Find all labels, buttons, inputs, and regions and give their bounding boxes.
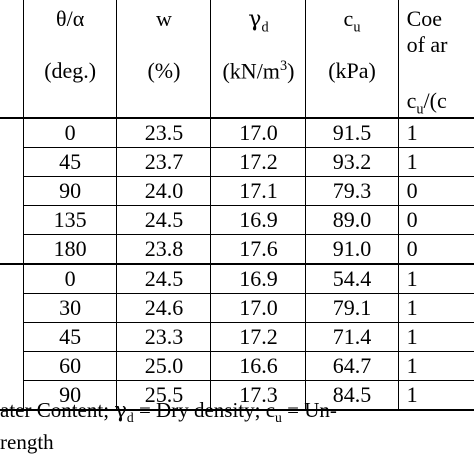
group-cell (0, 322, 24, 352)
cell-angle: 0 (23, 263, 118, 294)
cell-water-content: 24.6 (116, 293, 212, 323)
header-angle-symbol: θ/α (56, 6, 85, 31)
header-coef-line2: of ar (406, 32, 448, 57)
cell-angle: 45 (23, 147, 118, 177)
header-cell-blank (0, 0, 24, 118)
cell-coefficient: 1 (398, 351, 474, 381)
table-body: 0 23.5 17.0 91.5 1 45 23.7 17.2 93.2 1 90 24.0 17.1 7… (0, 117, 474, 411)
cell-coefficient: 0 (398, 205, 474, 235)
cell-coefficient: 1 (398, 380, 474, 411)
header-w-unit: (%) (147, 58, 181, 83)
cell-dry-density: 16.6 (210, 351, 307, 381)
group-cell (0, 263, 24, 294)
cell-coefficient: 1 (398, 322, 474, 352)
cell-dry-density: 16.9 (210, 205, 307, 235)
footnote-line-1: ater Content; γd = Dry density; cu = Un- (0, 398, 337, 426)
table-row: 0 24.5 16.9 54.4 1 (0, 263, 474, 294)
cell-coefficient: 0 (398, 234, 474, 264)
header-cell-cu: cu (kPa) (305, 0, 399, 118)
cell-water-content: 23.8 (116, 234, 212, 264)
cell-angle: 0 (23, 117, 118, 148)
cell-water-content: 25.0 (116, 351, 212, 381)
table-footnote: ater Content; γd = Dry density; cu = Un-… (0, 398, 474, 454)
table-row: 30 24.6 17.0 79.1 1 (0, 293, 474, 323)
cell-angle: 30 (23, 293, 118, 323)
cell-water-content: 25.5 (116, 380, 212, 411)
cell-dry-density: 17.2 (210, 147, 307, 177)
cell-cu: 93.2 (305, 147, 399, 177)
cell-angle: 90 (23, 176, 118, 206)
cell-cu: 79.3 (305, 176, 399, 206)
cell-coefficient: 1 (398, 117, 474, 148)
group-cell (0, 293, 24, 323)
table-row: 45 23.3 17.2 71.4 1 (0, 322, 474, 352)
cell-coefficient: 1 (398, 263, 474, 294)
cell-coefficient: 0 (398, 176, 474, 206)
header-angle-unit: (deg.) (44, 58, 97, 83)
header-coef-line1: Coe (406, 6, 443, 31)
group-cell (0, 351, 24, 381)
data-table: θ/α (deg.) w (%) γd (kN/m3) (0, 0, 474, 411)
cell-cu: 84.5 (305, 380, 399, 411)
cell-coefficient: 1 (398, 147, 474, 177)
group-cell (0, 234, 24, 264)
table-row: 90 25.5 17.3 84.5 1 (0, 380, 474, 411)
header-cell-water-content: w (%) (116, 0, 212, 118)
group-cell (0, 117, 24, 148)
header-gd-symbol: γd (248, 7, 269, 36)
header-cell-coefficient: Coe of ar cu/(c (398, 0, 474, 118)
cell-angle: 60 (23, 351, 118, 381)
group-cell (0, 205, 24, 235)
cell-coefficient: 1 (398, 293, 474, 323)
cell-cu: 91.0 (305, 234, 399, 264)
header-cu-unit: (kPa) (328, 58, 376, 83)
cell-cu: 71.4 (305, 322, 399, 352)
table-row: 60 25.0 16.6 64.7 1 (0, 351, 474, 381)
cell-angle: 90 (23, 380, 118, 411)
footnote-line-2: rength (0, 430, 54, 455)
cell-dry-density: 17.2 (210, 322, 307, 352)
cell-water-content: 23.7 (116, 147, 212, 177)
table-row: 0 23.5 17.0 91.5 1 (0, 117, 474, 148)
cell-dry-density: 17.3 (210, 380, 307, 411)
group-cell (0, 380, 24, 411)
table-row: 45 23.7 17.2 93.2 1 (0, 147, 474, 177)
cell-dry-density: 17.1 (210, 176, 307, 206)
group-cell (0, 176, 24, 206)
cell-cu: 79.1 (305, 293, 399, 323)
cell-water-content: 23.3 (116, 322, 212, 352)
table-row: 135 24.5 16.9 89.0 0 (0, 205, 474, 235)
cell-water-content: 24.5 (116, 263, 212, 294)
cell-cu: 89.0 (305, 205, 399, 235)
cell-cu: 91.5 (305, 117, 399, 148)
cell-dry-density: 17.0 (210, 293, 307, 323)
cell-cu: 64.7 (305, 351, 399, 381)
cell-dry-density: 17.6 (210, 234, 307, 264)
cell-water-content: 24.5 (116, 205, 212, 235)
cell-angle: 180 (23, 234, 118, 264)
cell-cu: 54.4 (305, 263, 399, 294)
properties-table: θ/α (deg.) w (%) γd (kN/m3) (0, 0, 474, 411)
cell-angle: 45 (23, 322, 118, 352)
header-row: θ/α (deg.) w (%) γd (kN/m3) (0, 0, 474, 118)
cell-dry-density: 16.9 (210, 263, 307, 294)
table-row: 180 23.8 17.6 91.0 0 (0, 234, 474, 264)
cell-angle: 135 (23, 205, 118, 235)
cell-water-content: 24.0 (116, 176, 212, 206)
group-cell (0, 147, 24, 177)
header-cu-symbol: cu (343, 6, 361, 36)
header-w-symbol: w (156, 6, 172, 31)
header-cell-dry-density: γd (kN/m3) (210, 0, 307, 118)
cell-water-content: 23.5 (116, 117, 212, 148)
table-row: 90 24.0 17.1 79.3 0 (0, 176, 474, 206)
header-cell-angle: θ/α (deg.) (23, 0, 118, 118)
header-coef-line3: cu/(c (406, 88, 447, 118)
cell-dry-density: 17.0 (210, 117, 307, 148)
header-gd-unit: (kN/m3) (222, 58, 295, 84)
